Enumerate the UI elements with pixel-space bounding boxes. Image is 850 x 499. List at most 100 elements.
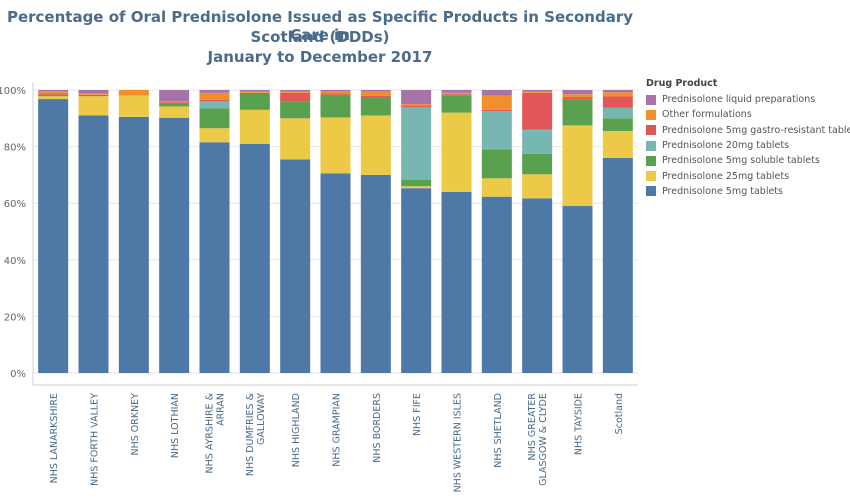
bar-segment (522, 90, 553, 92)
bar-segment (522, 91, 553, 93)
legend-label: Prednisolone 5mg gastro-resistant tablet… (662, 124, 850, 136)
x-tick-label-line: ARRAN (216, 393, 227, 426)
x-tick-label-line: NHS AYRSHIRE & (205, 392, 216, 473)
bar-segment (602, 96, 633, 108)
bar-segment (38, 93, 69, 95)
bar-segment (199, 128, 230, 143)
x-tick-label: NHS FIFE (412, 393, 423, 436)
bar-segment (481, 178, 512, 197)
x-tick-label-line: NHS TAYSIDE (574, 393, 585, 455)
y-tick-label: 60% (4, 199, 26, 210)
x-tick-label-line: NHS GREATER (527, 393, 538, 461)
legend-swatch (646, 155, 656, 166)
bar-segment (602, 107, 633, 119)
bar-segment (199, 108, 230, 129)
bar-segment (239, 143, 270, 373)
bar-segment (441, 112, 472, 192)
bar-segment (280, 91, 311, 93)
bar-segment (481, 95, 512, 110)
bar-segment (360, 115, 391, 175)
x-tick-label: NHS TAYSIDE (574, 393, 585, 455)
legend-item[interactable]: Other formulations (646, 107, 850, 122)
bar-segment (78, 93, 109, 95)
bar-segment (441, 94, 472, 96)
x-tick-label-line: GLASGOW & CLYDE (538, 393, 549, 486)
bar-segment (360, 91, 391, 96)
x-tick-label: NHS SHETLAND (493, 393, 504, 468)
bar-segment (159, 101, 190, 103)
bar-segment (602, 90, 633, 93)
bar-segment (118, 95, 149, 117)
bar-segment (401, 106, 432, 180)
bar-segment (280, 90, 311, 92)
legend-item[interactable]: Prednisolone liquid preparations (646, 92, 850, 107)
y-tick-label: 0% (10, 369, 26, 380)
legend-swatch (646, 171, 656, 182)
bar-segment (401, 104, 432, 106)
x-tick-label: NHS AYRSHIRE &ARRAN (205, 392, 227, 473)
bar-segment (522, 92, 553, 130)
legend-item[interactable]: Prednisolone 25mg tablets (646, 168, 850, 183)
x-tick-label-line: NHS HIGHLAND (291, 393, 302, 467)
bar-segment (320, 90, 351, 92)
bar-segment (602, 131, 633, 158)
bar-segment (360, 90, 391, 92)
bar-segment (562, 99, 593, 126)
legend-swatch (646, 94, 656, 105)
bar-segment (562, 90, 593, 95)
bar-segment (401, 188, 432, 373)
legend-item[interactable]: Prednisolone 20mg tablets (646, 138, 850, 153)
legend-title: Drug Product (646, 78, 718, 89)
x-tick-label-line: NHS WESTERN ISLES (453, 393, 464, 492)
x-tick-label: Scotland (614, 393, 625, 434)
bar-segment (280, 159, 311, 373)
bar-segment (320, 173, 351, 373)
x-tick-label: NHS ORKNEY (130, 393, 141, 456)
bar-segment (401, 186, 432, 189)
bar-segment (320, 91, 351, 94)
x-tick-label-line: NHS LANARKSHIRE (49, 393, 60, 483)
legend-swatch (646, 140, 656, 151)
bar-segment (602, 157, 633, 373)
legend-item[interactable]: Prednisolone 5mg gastro-resistant tablet… (646, 123, 850, 138)
y-tick-label: 80% (4, 143, 26, 154)
bar-segment (562, 125, 593, 207)
legend-item[interactable]: Prednisolone 5mg tablets (646, 184, 850, 199)
bar-segment (360, 95, 391, 98)
bar-segment (118, 90, 149, 96)
bar-segment (481, 149, 512, 179)
x-tick-label: NHS DUMFRIES &GALLOWAY (245, 392, 267, 476)
bar-segment (199, 142, 230, 373)
x-tick-label-line: NHS GRAMPIAN (332, 393, 343, 467)
bar-segment (360, 97, 391, 116)
bar-segment (481, 90, 512, 96)
bar-segment (522, 198, 553, 373)
x-tick-label-line: NHS ORKNEY (130, 393, 141, 456)
bar-segment (602, 92, 633, 97)
x-tick-label-line: NHS SHETLAND (493, 393, 504, 468)
bar-segment (78, 115, 109, 373)
legend-label: Prednisolone 5mg soluble tablets (662, 155, 820, 167)
bar-segment (401, 179, 432, 187)
legend-swatch (646, 186, 656, 197)
bar-segment (199, 92, 230, 100)
bar-segment (280, 92, 311, 102)
legend-swatch (646, 109, 656, 120)
y-tick-label: 40% (4, 256, 26, 267)
bar-segment (38, 99, 69, 373)
x-tick-label-line: Scotland (614, 393, 625, 434)
bar-segment (38, 94, 69, 97)
bar-segment (239, 91, 270, 93)
legend-item[interactable]: Prednisolone 5mg soluble tablets (646, 153, 850, 168)
bar-segment (159, 103, 190, 107)
x-tick-label: NHS HIGHLAND (291, 393, 302, 467)
bar-segment (522, 153, 553, 175)
legend-label: Prednisolone 25mg tablets (662, 170, 790, 182)
chart-title-line-3: January to December 2017 (207, 48, 433, 66)
bar-segment (360, 174, 391, 373)
x-tick-label-line: NHS DUMFRIES & (245, 392, 256, 476)
bar-segment (320, 117, 351, 174)
x-tick-label: NHS LANARKSHIRE (49, 393, 60, 483)
bar-segment (562, 206, 593, 373)
